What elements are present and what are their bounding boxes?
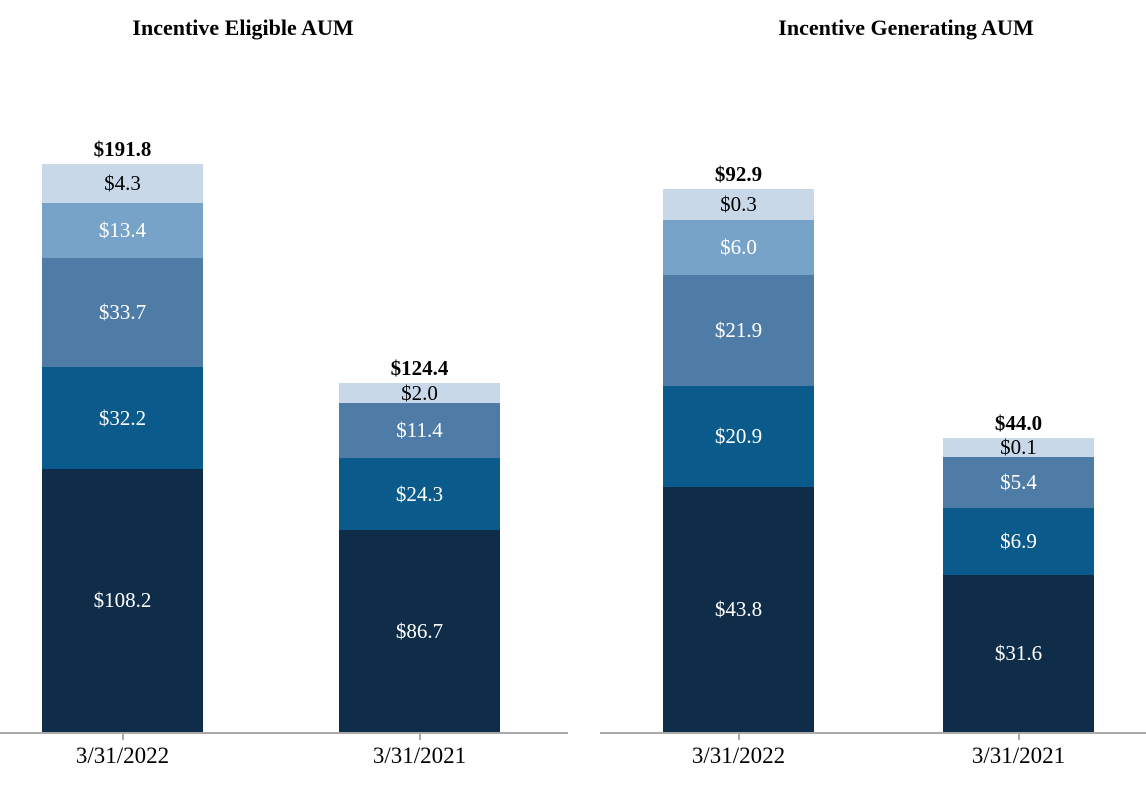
- x-axis-category-label: 3/31/2022: [75, 743, 170, 768]
- segment-value-label: $11.4: [396, 418, 443, 442]
- x-axis-category-label: 3/31/2021: [971, 743, 1066, 768]
- segment-value-label: $32.2: [98, 405, 147, 430]
- segment-value-label: $6.9: [1000, 529, 1037, 553]
- bar-segment: $21.9: [663, 275, 814, 386]
- segment-value-label: $86.7: [395, 618, 444, 643]
- segment-value-label: $2.0: [401, 380, 438, 405]
- bar-segment: $43.8: [663, 487, 814, 732]
- segment-value-label: $108.2: [93, 588, 152, 612]
- bar-segment: $4.3: [42, 164, 203, 203]
- bar-total-label: $124.4: [390, 356, 449, 380]
- bar-total-label: $191.8: [93, 137, 152, 161]
- bar-segment: $32.2: [42, 367, 203, 469]
- stacked-bar: $4.3 $13.4 $33.7 $32.2 $108.2: [42, 164, 203, 732]
- bar-segment: $86.7: [339, 530, 500, 732]
- bar-segment: $0.1: [943, 435, 1094, 459]
- chart-title-incentive-generating-aum: Incentive Generating AUM: [778, 15, 1034, 40]
- bar-segment: $33.7: [42, 258, 203, 367]
- x-axis-tick: [737, 733, 740, 740]
- chart-title-incentive-eligible-aum: Incentive Eligible AUM: [132, 15, 354, 40]
- x-axis-tick: [1017, 733, 1020, 740]
- bar-segment: $24.3: [339, 458, 500, 530]
- bar-segment: $31.6: [943, 575, 1094, 732]
- x-axis-tick: [121, 733, 124, 740]
- x-axis-left-chart: [0, 732, 568, 734]
- segment-value-label: $43.8: [714, 597, 763, 621]
- bar-segment: $0.3: [663, 189, 814, 220]
- bar-segment: $13.4: [42, 203, 203, 258]
- x-axis-right-chart: [600, 732, 1146, 734]
- segment-value-label: $24.3: [395, 481, 444, 506]
- stacked-bar: $0.3 $6.0 $21.9 $20.9 $43.8: [663, 189, 814, 732]
- bar-segment: $108.2: [42, 469, 203, 732]
- segment-value-label: $0.1: [1000, 435, 1037, 459]
- x-axis-category-label: 3/31/2022: [691, 743, 786, 768]
- bar-total-label: $44.0: [994, 411, 1043, 435]
- segment-value-label: $4.3: [104, 171, 141, 195]
- segment-value-label: $13.4: [98, 218, 147, 242]
- x-axis-tick: [418, 733, 421, 740]
- segment-value-label: $31.6: [994, 641, 1043, 665]
- bar-segment: $2.0: [339, 380, 500, 405]
- stacked-bar: $2.0 $11.4 $24.3 $86.7: [339, 380, 500, 732]
- stacked-bar: $0.1 $5.4 $6.9 $31.6: [943, 435, 1094, 732]
- bar-segment: $11.4: [339, 403, 500, 458]
- segment-value-label: $33.7: [98, 300, 147, 324]
- segment-value-label: $0.3: [720, 192, 757, 216]
- bar-segment: $5.4: [943, 457, 1094, 508]
- bar-segment: $6.0: [663, 220, 814, 275]
- x-axis-category-label: 3/31/2021: [372, 743, 467, 768]
- segment-value-label: $21.9: [714, 318, 763, 342]
- segment-value-label: $20.9: [714, 424, 763, 448]
- bar-segment: $20.9: [663, 386, 814, 487]
- segment-value-label: $6.0: [720, 235, 757, 259]
- bar-total-label: $92.9: [714, 162, 763, 186]
- bar-segment: $6.9: [943, 508, 1094, 575]
- segment-value-label: $5.4: [1000, 470, 1037, 494]
